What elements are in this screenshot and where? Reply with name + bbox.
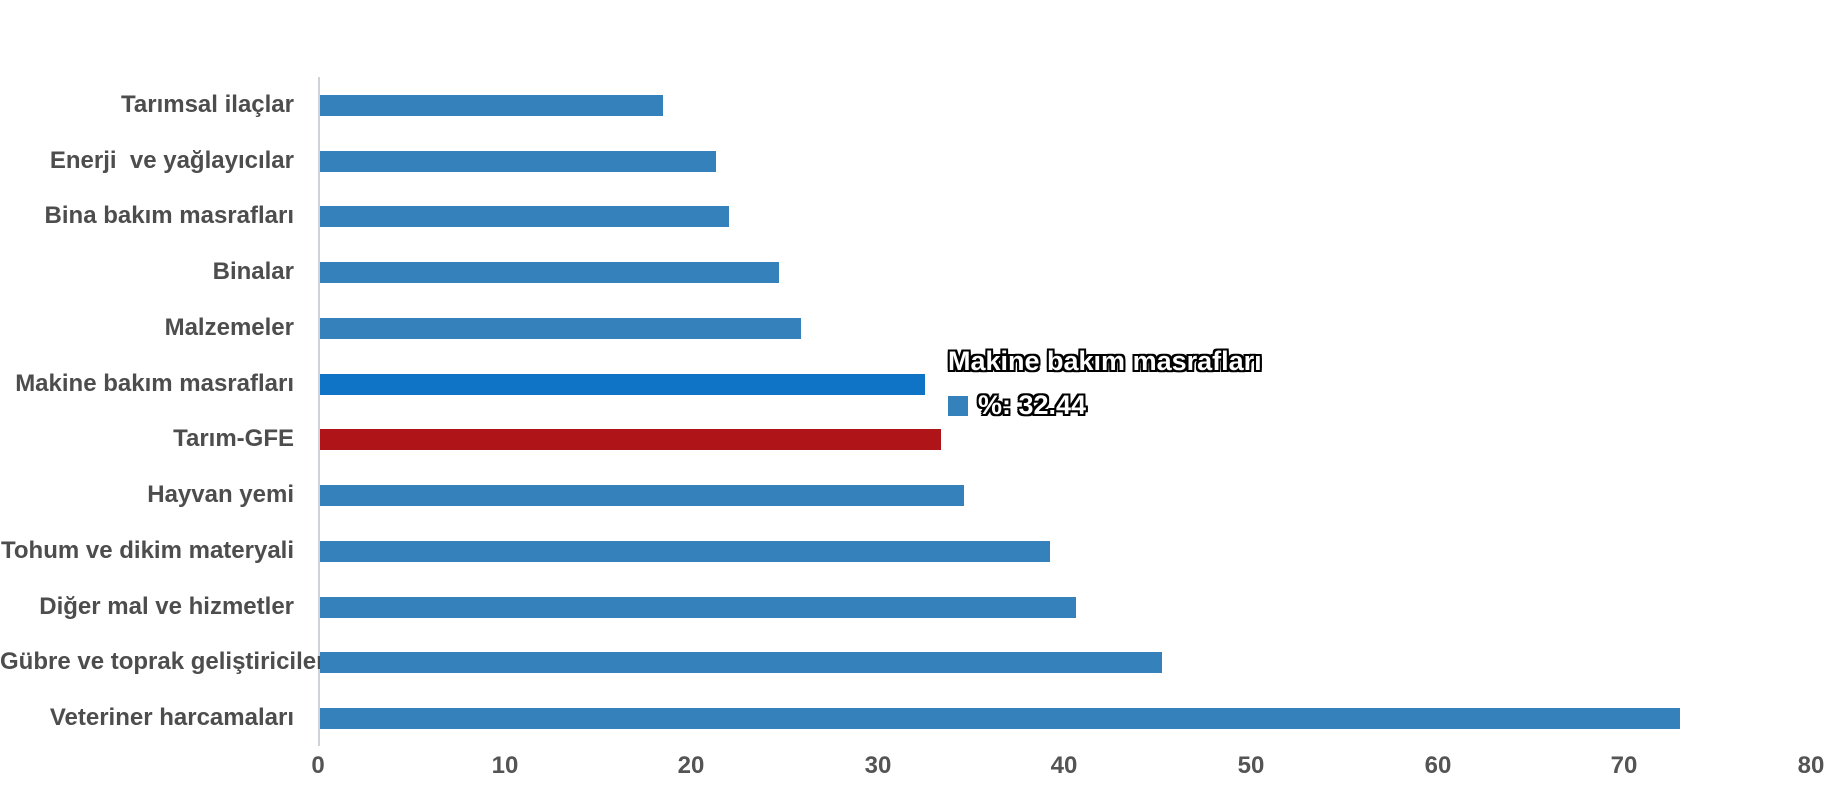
bar[interactable] — [320, 262, 779, 283]
x-tick-label: 30 — [864, 752, 892, 779]
bar[interactable] — [320, 597, 1076, 618]
bar[interactable] — [320, 429, 941, 450]
tooltip-value: %: 32.44 — [978, 390, 1087, 420]
bar[interactable] — [320, 485, 964, 506]
tooltip-row: %: 32.44 — [948, 390, 1262, 421]
bar[interactable] — [320, 652, 1162, 673]
bar[interactable] — [320, 374, 925, 395]
category-label: Makine bakım masrafları — [15, 370, 294, 397]
bar[interactable] — [320, 95, 663, 116]
category-label: Bina bakım masrafları — [44, 202, 294, 229]
category-label: Tarımsal ilaçlar — [121, 91, 294, 118]
x-tick-label: 10 — [491, 752, 519, 779]
category-label: Tohum ve dikim materyali — [1, 537, 294, 564]
x-tick-label: 50 — [1237, 752, 1265, 779]
bar[interactable] — [320, 206, 729, 227]
x-tick-label: 0 — [311, 752, 325, 779]
category-label: Veteriner harcamaları — [49, 704, 294, 731]
x-tick-label: 70 — [1610, 752, 1638, 779]
category-label: Binalar — [212, 258, 294, 285]
bar[interactable] — [320, 318, 801, 339]
category-label: Tarım-GFE — [173, 425, 294, 452]
tooltip-title: Makine bakım masrafları — [948, 346, 1262, 376]
category-label: Malzemeler — [164, 314, 294, 341]
tooltip: Makine bakım masrafları %: 32.44 — [948, 346, 1262, 421]
category-label: Diğer mal ve hizmetler — [39, 593, 294, 620]
category-label: Gübre ve toprak geliştiriciler — [0, 648, 326, 675]
bar[interactable] — [320, 151, 716, 172]
tooltip-series-swatch-icon — [948, 395, 968, 416]
x-tick-label: 60 — [1424, 752, 1452, 779]
bar[interactable] — [320, 541, 1050, 562]
category-label: Hayvan yemi — [147, 481, 294, 508]
category-label: Enerji ve yağlayıcılar — [49, 147, 294, 174]
x-tick-label: 80 — [1797, 752, 1825, 779]
x-tick-label: 20 — [677, 752, 705, 779]
y-axis-line — [318, 77, 320, 746]
x-tick-label: 40 — [1050, 752, 1078, 779]
bar[interactable] — [320, 708, 1680, 729]
